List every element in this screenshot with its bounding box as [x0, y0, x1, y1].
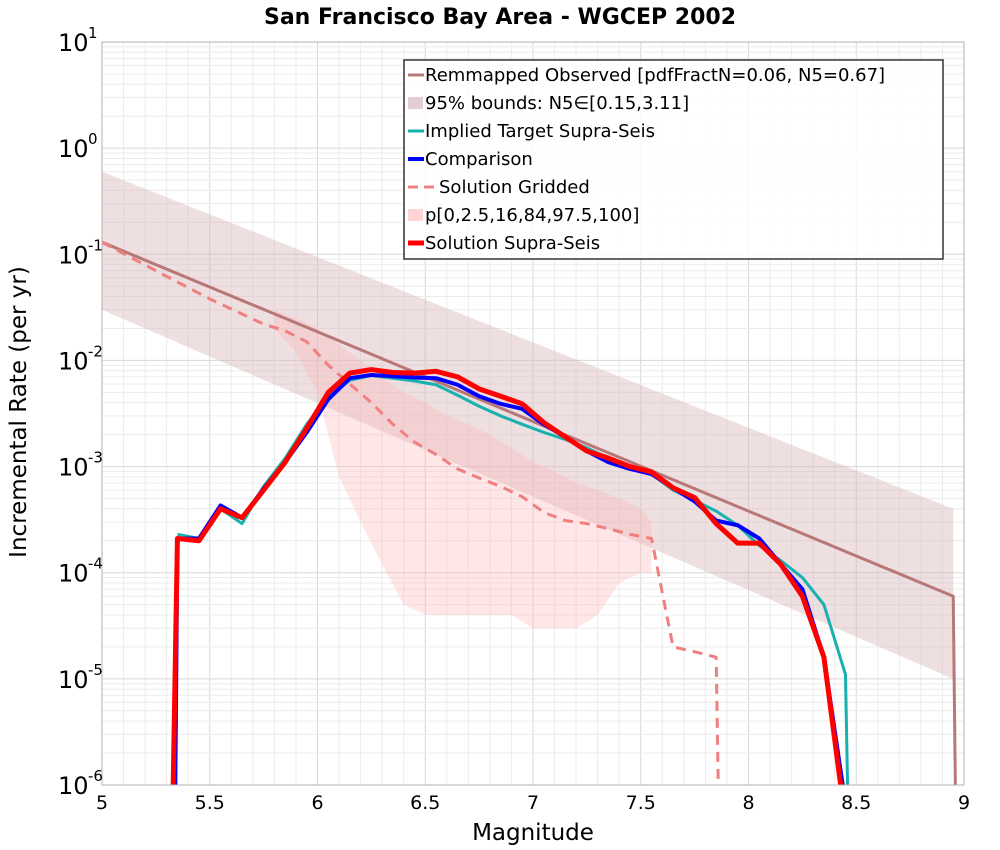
series-line-solution-supra-seis [170, 367, 844, 785]
y-tick-base: 10 [58, 347, 89, 375]
legend-label: Comparison [425, 149, 533, 170]
x-tick-label: 7 [527, 792, 539, 814]
legend-label: Solution Supra-Seis [425, 233, 600, 254]
y-axis-label: Incremental Rate (per yr) [6, 266, 32, 558]
legend-item: 95% bounds: N5∈[0.15,3.11] [408, 93, 689, 114]
legend-item: p[0,2.5,16,84,97.5,100] [408, 205, 639, 226]
y-tick-label: 10 -3 [58, 449, 103, 482]
legend-label: p[0,2.5,16,84,97.5,100] [425, 205, 639, 226]
plot-frame [101, 41, 965, 786]
y-tick-exponent: -5 [88, 661, 103, 679]
y-tick-exponent: -1 [88, 236, 103, 254]
y-tick-exponent: 1 [88, 24, 98, 42]
x-tick-label: 6.5 [410, 792, 440, 814]
y-tick-exponent: 0 [88, 130, 98, 148]
legend-item: Solution Supra-Seis [408, 233, 600, 254]
legend-item: Implied Target Supra-Seis [408, 121, 655, 142]
y-tick-base: 10 [58, 454, 89, 482]
y-tick-exponent: -6 [88, 767, 103, 785]
y-tick-label: 10 -5 [58, 661, 103, 694]
x-tick-label: 5 [96, 792, 108, 814]
series-band-p-0-2-5-16-84-97-5-100 [274, 309, 652, 629]
legend-box [403, 59, 944, 260]
plot-area [102, 171, 957, 785]
y-tick-label: 10 -1 [58, 236, 103, 269]
legend-item: Remmapped Observed [pdfFractN=0.06, N5=0… [408, 65, 885, 86]
y-tick-base: 10 [58, 135, 89, 163]
y-tick-label: 10 -4 [58, 555, 103, 588]
y-tick-base: 10 [58, 241, 89, 269]
y-tick-base: 10 [58, 772, 89, 800]
x-tick-label: 6 [311, 792, 323, 814]
y-tick-exponent: -3 [88, 449, 103, 467]
y-tick-label: 10 0 [58, 130, 98, 163]
legend-label: Solution Gridded [439, 177, 590, 198]
x-tick-label: 8 [742, 792, 754, 814]
legend-swatch [408, 97, 423, 109]
chart-title: San Francisco Bay Area - WGCEP 2002 [264, 5, 736, 30]
series-line-remmapped-observed-pdffractn-0-06-n5-0-67 [102, 240, 957, 785]
series-line-solution-gridded [102, 240, 720, 785]
legend-swatch [408, 209, 423, 221]
x-tick-label: 9 [958, 792, 970, 814]
x-tick-label: 8.5 [841, 792, 871, 814]
x-tick-label: 5.5 [195, 792, 225, 814]
legend-label: Remmapped Observed [pdfFractN=0.06, N5=0… [425, 65, 885, 86]
legend-item: Solution Gridded [408, 177, 590, 198]
y-tick-label: 10 -6 [58, 767, 103, 800]
legend-item: Comparison [408, 149, 533, 170]
legend: Remmapped Observed [pdfFractN=0.06, N5=0… [403, 59, 944, 260]
legend-label: Implied Target Supra-Seis [425, 121, 655, 142]
x-axis-label: Magnitude [472, 820, 594, 846]
y-tick-base: 10 [58, 560, 89, 588]
x-tick-label: 7.5 [626, 792, 656, 814]
legend-label: 95% bounds: N5∈[0.15,3.11] [425, 93, 689, 114]
x-tick-labels: 5 5.5 6 6.5 7 7.5 8 8.5 9 [96, 792, 970, 814]
y-tick-label: 10 -2 [58, 342, 103, 375]
y-tick-base: 10 [58, 666, 89, 694]
y-tick-label: 10 1 [58, 24, 98, 57]
grid [101, 42, 965, 786]
y-tick-exponent: -4 [88, 555, 103, 573]
y-tick-base: 10 [58, 29, 89, 57]
y-tick-exponent: -2 [88, 342, 103, 360]
